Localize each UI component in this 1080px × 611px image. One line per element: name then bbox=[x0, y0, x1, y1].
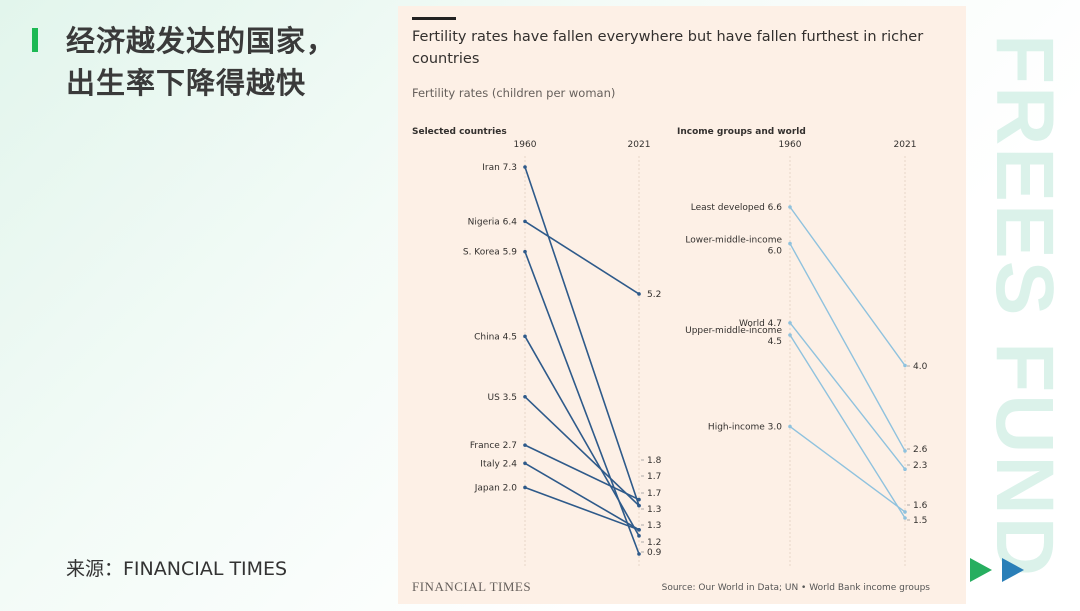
x-label-1960-0: 1960 bbox=[514, 140, 537, 150]
series-line-1-3 bbox=[789, 334, 906, 519]
point-2021-1-2 bbox=[903, 467, 907, 472]
title-accent-bar bbox=[32, 28, 38, 52]
point-2021-0-5 bbox=[637, 497, 641, 502]
x-label-1960-1: 1960 bbox=[779, 140, 802, 150]
x-label-2021-0: 2021 bbox=[628, 140, 651, 150]
end-label-0-2: 1.7 bbox=[647, 489, 661, 499]
point-1960-1-3 bbox=[788, 333, 792, 337]
start-label-1-3: Upper-middle-income bbox=[685, 326, 782, 336]
series-line-0-3 bbox=[524, 335, 640, 537]
end-label-1-0: 4.0 bbox=[913, 362, 928, 372]
series-line-1-0 bbox=[789, 206, 906, 366]
end-label-0-3: 1.3 bbox=[647, 505, 661, 515]
series-line-0-0 bbox=[524, 166, 640, 506]
point-1960-0-1 bbox=[523, 219, 527, 224]
start-label-0-3: China 4.5 bbox=[474, 332, 517, 342]
play-icon-blue bbox=[1002, 558, 1024, 582]
ft-logo: FINANCIAL TIMES bbox=[412, 579, 532, 594]
point-1960-1-0 bbox=[788, 205, 792, 209]
end-label-1-4: 1.5 bbox=[913, 516, 927, 526]
chart-title: Fertility rates have fallen everywhere b… bbox=[412, 29, 924, 67]
point-2021-1-0 bbox=[903, 363, 907, 368]
start-label-0-0: Iran 7.3 bbox=[482, 163, 517, 173]
end-label-0-5: 1.2 bbox=[647, 538, 661, 548]
point-1960-1-4 bbox=[788, 424, 792, 429]
series-line-0-6 bbox=[524, 462, 640, 531]
slide-title-line-1: 经济越发达的国家， bbox=[66, 24, 337, 58]
play-icons bbox=[970, 558, 1024, 582]
watermark: FREES FUND bbox=[968, 0, 1080, 611]
start-value-1-3: 4.5 bbox=[768, 337, 782, 347]
point-2021-0-4 bbox=[637, 503, 641, 508]
slide-title-line-2: 出生率下降得越快 bbox=[66, 66, 307, 100]
start-label-0-1: Nigeria 6.4 bbox=[468, 217, 518, 227]
slope-charts: Selected countries 1960 2021 Iran 7.3 Nigeri… bbox=[412, 127, 928, 566]
end-label-1-3: 1.6 bbox=[913, 501, 928, 511]
start-value-1-1: 6.0 bbox=[768, 247, 783, 257]
end-label-0-6: 0.9 bbox=[647, 548, 662, 558]
point-2021-1-4 bbox=[903, 510, 907, 514]
point-2021-0-2 bbox=[637, 552, 641, 556]
chart-source: Source: Our World in Data; UN • World Ba… bbox=[661, 583, 930, 593]
point-2021-0-7 bbox=[637, 528, 641, 532]
start-label-0-7: Japan 2.0 bbox=[474, 483, 518, 493]
end-label-0-0: 1.8 bbox=[647, 456, 662, 466]
point-1960-0-7 bbox=[523, 485, 527, 490]
end-label-0-nigeria: 5.2 bbox=[647, 290, 661, 300]
x-label-2021-1: 2021 bbox=[894, 140, 917, 150]
point-2021-0-3 bbox=[637, 534, 641, 538]
point-2021-1-3 bbox=[903, 516, 907, 520]
chart-panel: Fertility rates have fallen everywhere b… bbox=[398, 6, 966, 604]
series-line-1-1 bbox=[789, 243, 906, 452]
play-icon-green bbox=[970, 558, 992, 582]
end-label-0-1: 1.7 bbox=[647, 472, 661, 482]
slide-source: 来源：FINANCIAL TIMES bbox=[66, 558, 288, 580]
series-line-1-4 bbox=[789, 425, 906, 513]
point-1960-0-2 bbox=[523, 249, 527, 254]
series-line-1-2 bbox=[789, 322, 906, 470]
series-line-0-7 bbox=[524, 486, 640, 531]
panel-top-rule bbox=[412, 17, 456, 20]
end-label-1-2: 2.3 bbox=[913, 461, 927, 471]
point-1960-0-0 bbox=[523, 165, 527, 169]
point-1960-0-6 bbox=[523, 461, 527, 466]
start-label-0-6: Italy 2.4 bbox=[480, 459, 517, 469]
end-label-0-4: 1.3 bbox=[647, 521, 661, 531]
series-line-0-4 bbox=[524, 396, 640, 507]
end-label-1-1: 2.6 bbox=[913, 445, 928, 455]
point-2021-0-1 bbox=[637, 292, 641, 296]
start-label-0-5: France 2.7 bbox=[470, 441, 517, 451]
point-2021-1-1 bbox=[903, 449, 907, 453]
start-label-0-4: US 3.5 bbox=[488, 393, 517, 403]
point-1960-0-5 bbox=[523, 443, 527, 447]
start-label-1-1: Lower-middle-income bbox=[685, 236, 782, 246]
start-label-0-2: S. Korea 5.9 bbox=[463, 248, 517, 258]
panel-title-0: Selected countries bbox=[412, 127, 507, 137]
panel-title-1: Income groups and world bbox=[677, 127, 806, 137]
series-line-0-1 bbox=[524, 220, 640, 295]
point-1960-0-3 bbox=[523, 334, 527, 339]
point-1960-1-2 bbox=[788, 321, 792, 325]
point-1960-1-1 bbox=[788, 241, 792, 246]
series-line-0-5 bbox=[524, 444, 640, 501]
slide-title: 经济越发达的国家， 出生率下降得越快 bbox=[66, 20, 386, 104]
point-1960-0-4 bbox=[523, 394, 527, 399]
start-label-1-0: Least developed 6.6 bbox=[691, 203, 783, 213]
chart-subtitle: Fertility rates (children per woman) bbox=[412, 86, 616, 100]
watermark-text: FREES FUND bbox=[979, 33, 1070, 578]
start-label-1-4: High-income 3.0 bbox=[708, 423, 782, 433]
start-label-1-2: World 4.7 bbox=[739, 319, 782, 329]
